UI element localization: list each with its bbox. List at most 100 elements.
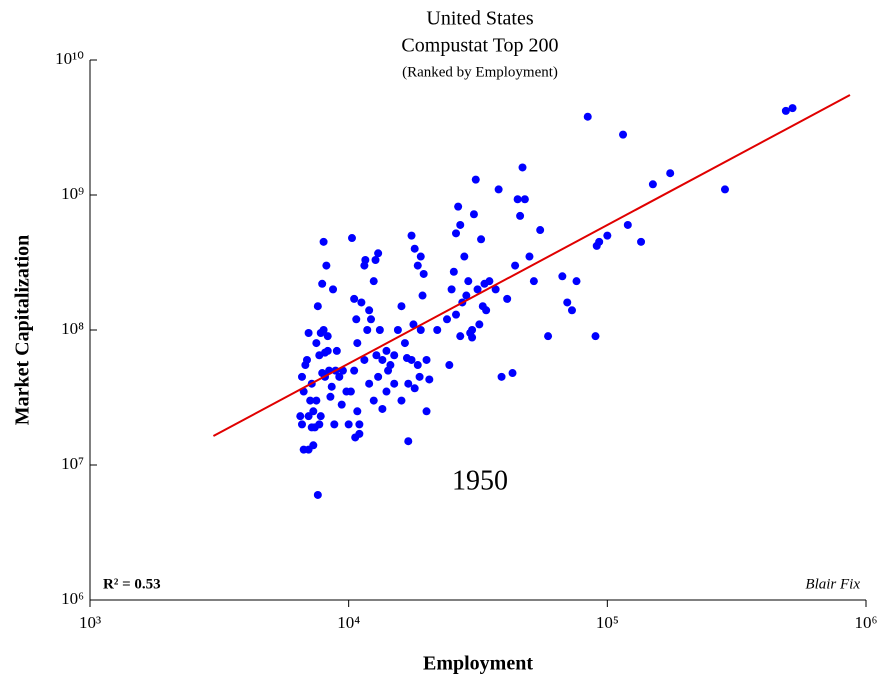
point <box>410 244 419 253</box>
point <box>404 379 413 388</box>
point <box>327 382 336 391</box>
point <box>572 277 581 286</box>
point <box>378 355 387 364</box>
point <box>666 169 675 178</box>
point <box>330 420 339 429</box>
point <box>591 332 600 341</box>
point <box>397 396 406 405</box>
point <box>720 185 729 194</box>
point <box>307 423 316 432</box>
y-tick-label: 10⁹ <box>61 184 84 203</box>
point <box>516 211 525 220</box>
point <box>558 272 567 281</box>
point <box>536 226 545 235</box>
y-tick-label: 10¹⁰ <box>55 49 84 68</box>
point <box>452 229 461 238</box>
point <box>352 315 361 324</box>
point <box>410 384 419 393</box>
y-tick-label: 10⁷ <box>61 454 84 473</box>
point <box>382 387 391 396</box>
point <box>418 291 427 300</box>
point <box>469 210 478 219</box>
point <box>323 332 332 341</box>
point <box>402 354 411 363</box>
point <box>445 361 454 370</box>
point <box>365 306 374 315</box>
annotation: R² = 0.53 <box>103 576 161 592</box>
point <box>390 379 399 388</box>
y-tick-label: 10⁶ <box>61 589 84 608</box>
point <box>419 269 428 278</box>
point <box>393 326 402 334</box>
point <box>452 310 461 319</box>
point <box>482 306 491 315</box>
point <box>326 392 335 401</box>
point <box>318 369 327 378</box>
point <box>473 285 482 294</box>
point <box>332 346 341 355</box>
point <box>425 375 434 384</box>
point <box>449 267 458 276</box>
point <box>320 348 329 357</box>
point <box>508 369 517 378</box>
point <box>563 298 572 307</box>
point <box>372 351 381 360</box>
annotation: Blair Fix <box>805 576 860 592</box>
point <box>322 261 331 270</box>
point <box>623 220 632 229</box>
point <box>355 420 364 429</box>
point <box>413 261 422 270</box>
point <box>337 400 346 409</box>
point <box>637 237 646 246</box>
point <box>503 294 512 303</box>
point <box>416 252 425 261</box>
point <box>511 261 520 270</box>
point <box>375 326 384 334</box>
point <box>304 329 313 338</box>
point <box>525 252 534 261</box>
point <box>475 320 484 329</box>
point <box>302 355 311 364</box>
point <box>312 339 321 348</box>
y-tick-label: 10⁸ <box>61 319 84 338</box>
point <box>781 106 790 115</box>
point <box>365 379 374 388</box>
point <box>464 277 473 286</box>
point <box>397 302 406 311</box>
point <box>404 437 413 446</box>
point <box>367 315 376 324</box>
point <box>319 237 328 246</box>
point <box>299 445 308 454</box>
point <box>297 372 306 381</box>
point <box>306 396 315 405</box>
point <box>491 285 500 294</box>
point <box>312 396 321 405</box>
point <box>603 231 612 240</box>
point <box>371 256 380 265</box>
point <box>346 387 355 396</box>
point <box>480 279 489 288</box>
y-axis-label: Market Capitalization <box>12 235 34 426</box>
x-axis-label: Employment <box>423 653 533 675</box>
trend-line <box>212 94 851 437</box>
point <box>384 366 393 375</box>
point <box>350 366 359 375</box>
point <box>433 326 442 334</box>
chart-title: United States <box>426 8 533 30</box>
point <box>360 355 369 364</box>
point <box>619 130 628 139</box>
point <box>494 185 503 194</box>
point <box>316 412 325 421</box>
point <box>347 234 356 243</box>
point <box>351 433 360 442</box>
point <box>315 420 324 429</box>
point <box>460 252 469 261</box>
point <box>583 112 592 121</box>
point <box>369 277 378 286</box>
point <box>422 355 431 364</box>
point <box>788 104 797 113</box>
point <box>648 180 657 189</box>
point <box>309 441 318 450</box>
point <box>313 302 322 311</box>
point <box>329 285 338 294</box>
